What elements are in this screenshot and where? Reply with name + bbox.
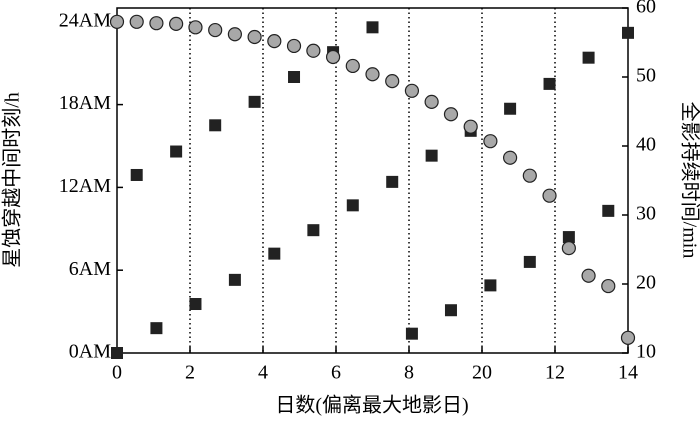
circle-point bbox=[463, 119, 478, 134]
square-point bbox=[444, 304, 457, 317]
y2-tick-label: 30 bbox=[636, 203, 656, 225]
square-point bbox=[307, 224, 320, 237]
square-point bbox=[209, 119, 222, 132]
circle-point bbox=[385, 74, 400, 89]
circle-point bbox=[169, 16, 184, 31]
square-point bbox=[386, 175, 399, 188]
circle-point bbox=[404, 83, 420, 98]
square-point bbox=[484, 279, 497, 292]
square-point bbox=[111, 347, 123, 359]
circle-point bbox=[227, 27, 242, 42]
plot-frame bbox=[116, 7, 629, 354]
circle-point bbox=[325, 49, 341, 65]
x-tick-label: 6 bbox=[331, 362, 341, 384]
y-tick-label: 12AM bbox=[59, 175, 111, 197]
circle-point bbox=[267, 34, 282, 49]
square-point bbox=[602, 204, 615, 217]
circle-point bbox=[483, 134, 498, 149]
x-tick-label: 14 bbox=[618, 362, 638, 384]
circle-point bbox=[247, 29, 262, 45]
square-point bbox=[504, 102, 517, 115]
square-point bbox=[405, 327, 418, 340]
circle-point bbox=[345, 58, 360, 74]
x-tick-label: 20 bbox=[472, 362, 492, 384]
y2-tick-label: 20 bbox=[636, 272, 656, 294]
x-axis-label: 日数(偏离最大地影日) bbox=[275, 394, 468, 417]
y2-tick-label: 40 bbox=[636, 134, 656, 156]
circle-point bbox=[503, 150, 518, 165]
x-tick-label: 8 bbox=[404, 362, 414, 384]
circle-point bbox=[561, 241, 576, 256]
square-point bbox=[130, 168, 143, 181]
circle-point bbox=[581, 268, 596, 283]
square-point bbox=[523, 255, 536, 268]
square-point bbox=[622, 26, 634, 39]
x-tick-label: 4 bbox=[258, 362, 268, 384]
circle-point bbox=[620, 330, 636, 345]
y2-axis-label: 全影持续时间/min bbox=[678, 102, 700, 259]
circle-point bbox=[129, 14, 144, 29]
square-point bbox=[248, 95, 261, 108]
circle-point bbox=[208, 22, 223, 38]
y2-tick-label: 60 bbox=[636, 0, 656, 18]
square-point bbox=[366, 21, 379, 34]
square-point bbox=[288, 71, 301, 83]
circle-point bbox=[424, 94, 439, 109]
square-point bbox=[562, 231, 575, 244]
square-point bbox=[189, 298, 202, 311]
square-point bbox=[170, 145, 183, 158]
square-point bbox=[582, 51, 595, 64]
circle-point bbox=[306, 43, 321, 58]
square-point bbox=[268, 247, 281, 260]
x-tick-label: 12 bbox=[545, 362, 565, 384]
circle-point bbox=[365, 67, 380, 82]
circle-point bbox=[601, 278, 616, 294]
square-point bbox=[425, 149, 438, 162]
square-point bbox=[228, 273, 241, 286]
y2-tick-label: 50 bbox=[636, 65, 656, 87]
circle-point bbox=[522, 168, 537, 183]
circle-point bbox=[149, 16, 164, 31]
square-point bbox=[346, 199, 359, 212]
circle-point bbox=[188, 20, 203, 35]
y2-tick-label: 10 bbox=[636, 341, 656, 363]
circle-point bbox=[286, 38, 302, 54]
x-tick-label: 2 bbox=[185, 362, 195, 384]
y-tick-label: 24AM bbox=[59, 9, 111, 31]
circle-point bbox=[109, 14, 125, 29]
circle-point bbox=[443, 107, 459, 122]
square-point bbox=[150, 322, 163, 335]
y-tick-label: 6AM bbox=[69, 258, 111, 280]
y-tick-label: 18AM bbox=[59, 92, 111, 114]
y-tick-label: 0AM bbox=[69, 341, 111, 363]
square-point bbox=[543, 77, 556, 90]
circle-point bbox=[542, 188, 557, 203]
y-axis-label: 星蚀穿越中间时刻/h bbox=[1, 92, 24, 268]
x-tick-label: 0 bbox=[112, 362, 122, 384]
